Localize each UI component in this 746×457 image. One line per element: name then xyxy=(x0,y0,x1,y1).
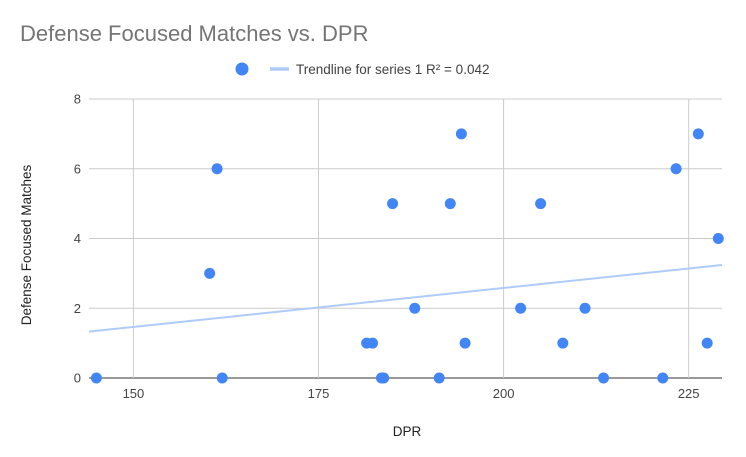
data-point xyxy=(670,163,682,175)
y-axis-title: Defense Focused Matches xyxy=(19,164,34,325)
data-point xyxy=(701,337,713,349)
data-point xyxy=(409,302,421,314)
data-point xyxy=(459,337,471,349)
data-point xyxy=(204,267,216,279)
data-point xyxy=(367,337,379,349)
data-point xyxy=(216,372,228,384)
data-point xyxy=(387,198,399,210)
trendline xyxy=(88,264,723,333)
legend: Trendline for series 1 R² = 0.042 xyxy=(235,62,489,77)
data-points xyxy=(90,128,724,384)
tick-labels: 0 2 4 6 8 150 175 200 225 xyxy=(74,92,700,402)
data-point xyxy=(378,372,390,384)
grid xyxy=(89,98,722,379)
y-tick-label: 4 xyxy=(74,231,81,246)
data-point xyxy=(515,302,527,314)
x-tick-label: 225 xyxy=(678,386,700,401)
legend-trendline-label: Trendline for series 1 R² = 0.042 xyxy=(296,62,489,77)
x-axis-title: DPR xyxy=(393,424,422,439)
y-tick-label: 6 xyxy=(74,161,81,176)
data-point xyxy=(433,372,445,384)
x-tick-label: 175 xyxy=(308,386,330,401)
data-point xyxy=(579,302,591,314)
x-tick-label: 150 xyxy=(123,386,145,401)
y-tick-label: 0 xyxy=(74,371,81,386)
data-point xyxy=(211,163,223,175)
data-point xyxy=(712,233,724,244)
data-point xyxy=(557,337,569,349)
data-point xyxy=(90,372,102,384)
data-point xyxy=(657,372,669,384)
data-point xyxy=(444,198,456,210)
y-tick-label: 8 xyxy=(74,92,81,107)
data-point xyxy=(598,372,610,384)
data-point xyxy=(692,128,704,140)
chart-title: Defense Focused Matches vs. DPR xyxy=(20,21,368,46)
trendline-layer xyxy=(88,264,723,333)
y-tick-label: 2 xyxy=(74,301,81,316)
x-tick-label: 200 xyxy=(493,386,515,401)
legend-marker xyxy=(235,62,249,76)
data-point xyxy=(455,128,467,140)
data-point xyxy=(535,198,547,210)
